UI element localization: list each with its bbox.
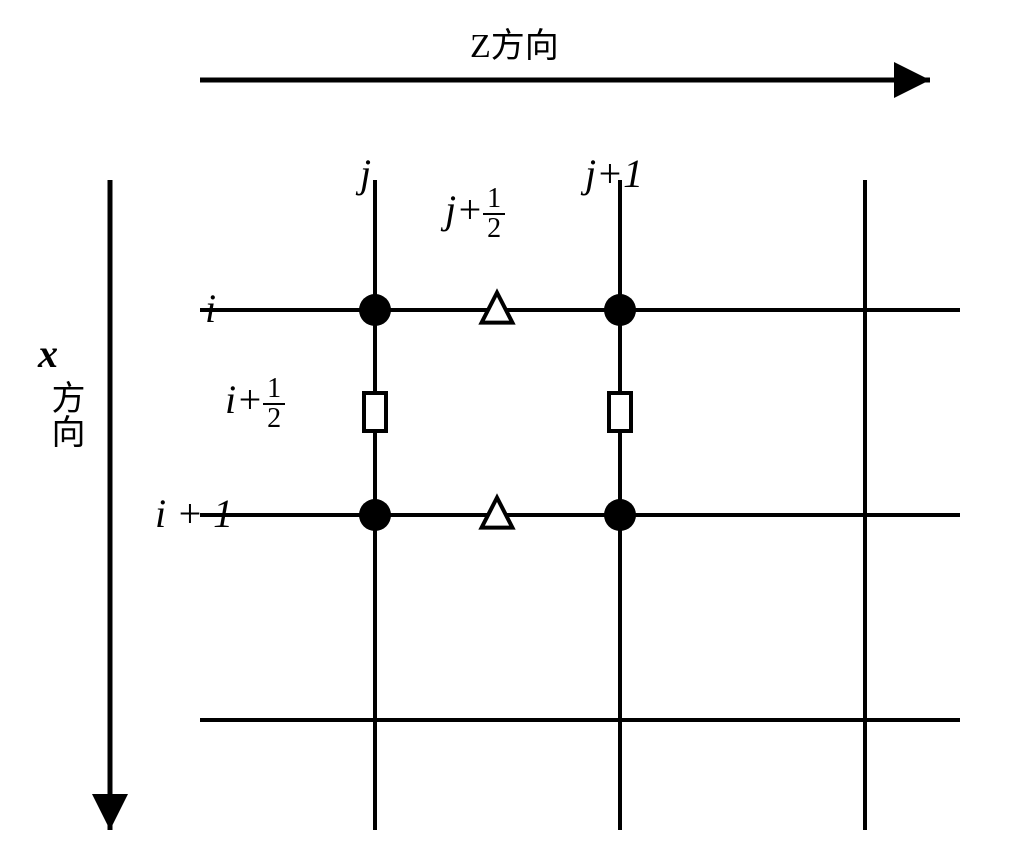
label-i-plus-half: i+ 1 2 bbox=[225, 375, 285, 433]
x-axis-label-x: x bbox=[38, 330, 58, 377]
label-j-plus-1: j+1 bbox=[585, 150, 643, 197]
label-i: i bbox=[205, 285, 216, 332]
label-j: j bbox=[360, 150, 371, 197]
diagram-svg bbox=[0, 0, 1027, 857]
x-axis-label-dir: 方向 bbox=[40, 380, 89, 448]
label-i-plus-1: i + 1 bbox=[155, 490, 233, 537]
label-j-plus-half: j+ 1 2 bbox=[445, 185, 505, 243]
diagram-stage: Z方向 x 方向 j j+1 j+ 1 2 i i + 1 i+ 1 2 bbox=[0, 0, 1027, 857]
z-axis-label: Z方向 bbox=[470, 18, 559, 67]
